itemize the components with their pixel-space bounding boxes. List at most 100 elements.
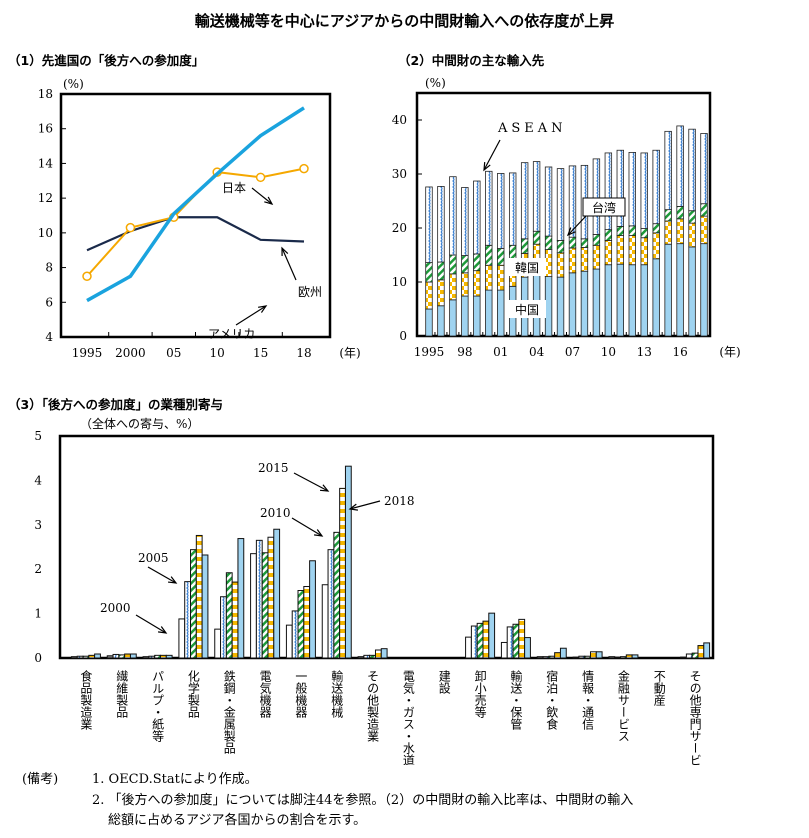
bar-2000 xyxy=(285,624,293,659)
bar-taiwan xyxy=(473,253,481,272)
bar-china xyxy=(556,276,565,337)
arrow-2000-head xyxy=(157,626,168,634)
x-category-label: 輸送機械 xyxy=(330,669,344,718)
bar-2000 xyxy=(357,656,365,659)
x-category-label: 化学製品 xyxy=(186,670,200,718)
bar-2000 xyxy=(321,584,329,659)
bar-korea xyxy=(580,247,589,272)
bar-2010 xyxy=(620,656,627,659)
bar-2000 xyxy=(142,656,150,659)
bar-taiwan xyxy=(437,261,445,281)
bar-2005 xyxy=(506,626,514,659)
bar-2010 xyxy=(225,572,233,659)
bar-asean xyxy=(556,168,565,241)
y-tick-label: 10 xyxy=(392,275,407,289)
bar-2000 xyxy=(536,656,544,659)
bar-taiwan xyxy=(580,238,589,248)
bar-korea xyxy=(676,218,684,245)
chart3-title: （3）「後方への参加度」の業種別寄与 xyxy=(8,397,223,412)
x-category-label: 電気機器 xyxy=(258,670,272,719)
bar-2000 xyxy=(465,636,472,659)
bar-2015 xyxy=(554,652,561,659)
bar-asean xyxy=(485,170,493,246)
europe-marker xyxy=(299,163,309,174)
europe-marker xyxy=(255,172,266,183)
bar-taiwan xyxy=(497,248,505,266)
bar-korea xyxy=(640,237,648,266)
bar-china xyxy=(664,243,672,337)
bar-china xyxy=(688,246,696,337)
bar-china xyxy=(640,264,648,337)
series-line-america xyxy=(86,216,305,252)
bar-asean xyxy=(461,187,469,256)
bar-taiwan xyxy=(616,225,625,236)
arrow-2010 xyxy=(291,517,323,537)
bar-korea xyxy=(425,281,433,310)
label-korea: 韓国 xyxy=(515,261,539,275)
bar-2010 xyxy=(548,655,556,659)
bar-2018 xyxy=(488,612,496,659)
bar-taiwan xyxy=(700,203,708,217)
y-tick-label: 2 xyxy=(34,562,42,576)
bar-asean xyxy=(520,162,529,240)
y-tick-label: 0 xyxy=(34,651,42,665)
bar-china xyxy=(628,264,636,337)
bar-china xyxy=(652,258,660,337)
x-tick-label: 16 xyxy=(672,345,687,359)
bar-china xyxy=(604,264,613,337)
plot-frame xyxy=(58,434,715,660)
bar-china xyxy=(592,268,601,337)
x-category-label: 宿泊・飲食 xyxy=(545,669,559,730)
x-tick-label: 05 xyxy=(166,346,181,360)
bar-korea xyxy=(544,249,553,278)
bar-asean xyxy=(616,149,625,227)
bar-2010 xyxy=(584,655,591,659)
y-tick-label: 16 xyxy=(38,122,53,136)
bar-asean xyxy=(568,165,577,238)
x-tick-label: 15 xyxy=(253,346,268,360)
bar-china xyxy=(616,263,625,337)
bar-2010 xyxy=(190,549,197,659)
bar-2010 xyxy=(154,654,161,659)
bar-asean xyxy=(437,186,445,263)
bar-taiwan xyxy=(628,225,636,236)
bar-2018 xyxy=(165,654,173,659)
y-tick-label: 0 xyxy=(399,329,407,343)
x-tick-label: 1995 xyxy=(72,346,103,360)
bar-china xyxy=(461,295,469,337)
y-tick-label: 12 xyxy=(38,191,53,205)
bar-china xyxy=(544,276,553,337)
stacked-bar-chart: 0 10 20 30 40 1995 98 01 04 07 10 13 16 (年) (%) ASEAN 台湾… xyxy=(392,76,741,359)
x-category-label: 輸送・保管 xyxy=(509,669,523,731)
label-2010: 2010 xyxy=(260,506,291,520)
bar-2018 xyxy=(380,648,388,659)
x-tick-label: 98 xyxy=(457,345,472,359)
bar-2015 xyxy=(303,586,311,659)
bar-2005 xyxy=(685,653,693,659)
bar-korea xyxy=(664,220,672,245)
x-category-label: 電気・ガス・水道 xyxy=(401,670,415,765)
label-europe: 欧州 xyxy=(298,285,322,299)
bar-asean xyxy=(652,149,660,225)
bar-china xyxy=(425,308,433,337)
y-tick-label: 40 xyxy=(392,113,407,127)
x-category-label: 一般機器 xyxy=(294,670,308,719)
bar-asean xyxy=(664,130,672,211)
bar-korea xyxy=(688,222,696,248)
bar-taiwan xyxy=(449,254,457,275)
label-2005: 2005 xyxy=(138,551,169,565)
label-asean: ASEAN xyxy=(497,121,567,136)
arrow-america xyxy=(235,305,267,326)
note-1: 1. OECD.Statにより作成。 xyxy=(92,772,258,787)
arrow-2015 xyxy=(293,472,329,492)
bar-2010 xyxy=(118,654,126,659)
bar-2015 xyxy=(589,651,597,659)
arrow-2000 xyxy=(135,614,167,634)
bar-korea xyxy=(485,264,493,291)
bar-2005 xyxy=(76,655,84,659)
arrow-2018 xyxy=(349,500,381,510)
y-tick-label: 5 xyxy=(34,429,42,443)
bar-2010 xyxy=(512,623,520,659)
bar-china xyxy=(485,289,493,337)
bar-korea xyxy=(616,235,625,265)
